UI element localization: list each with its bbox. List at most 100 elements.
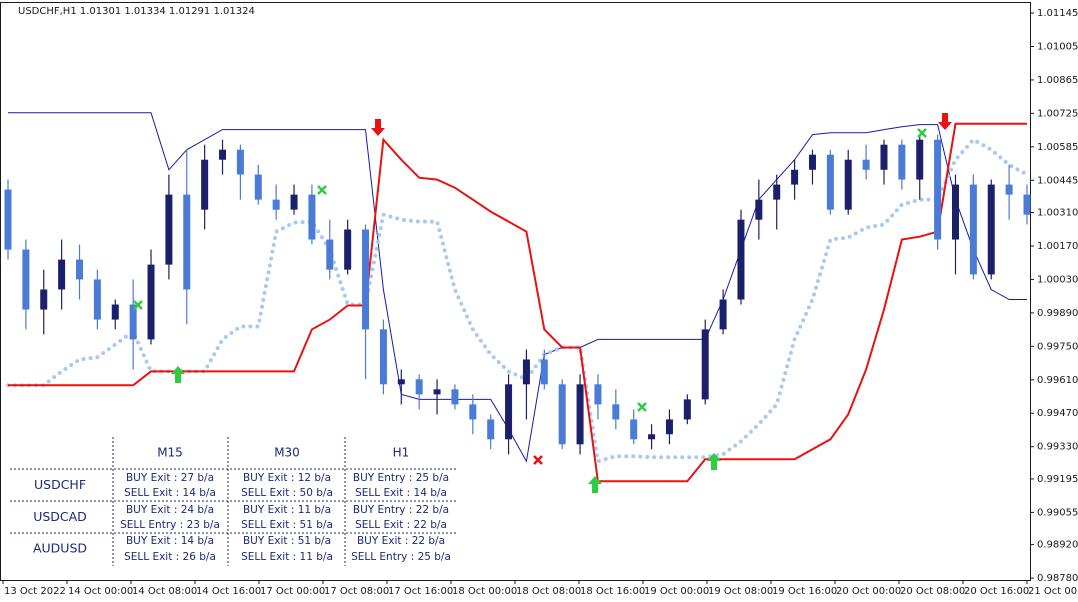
sell-arrow: [371, 119, 385, 136]
candle-body: [898, 144, 906, 180]
candle-body: [487, 419, 495, 440]
y-tick-label: 1.01145: [1037, 8, 1078, 19]
candle-body: [254, 174, 262, 200]
y-tick-label: 0.98920: [1037, 540, 1078, 551]
y-tick-label: 0.99750: [1037, 341, 1078, 352]
candle-body: [165, 194, 173, 265]
x-tick-label: 19 Oct 16:00: [772, 586, 837, 597]
candle-body: [969, 184, 977, 275]
candle-body: [791, 169, 799, 185]
table-cell: BUY Exit : 24 b/a: [126, 504, 214, 516]
candle-body: [4, 189, 12, 250]
table-cell: BUY Exit : 14 b/a: [126, 535, 214, 547]
exit-cross: [533, 455, 543, 465]
candle-body: [558, 384, 566, 445]
candle-body: [737, 219, 745, 300]
table-header: M30: [274, 446, 300, 460]
candle-body: [344, 229, 352, 270]
candle-body: [916, 139, 924, 180]
buy-arrow: [171, 366, 185, 383]
x-tick-label: 14 Oct 16:00: [196, 586, 261, 597]
candle-body: [451, 389, 459, 405]
x-tick-label: 17 Oct 08:00: [324, 586, 389, 597]
candle-body: [147, 264, 155, 340]
candle-body: [58, 259, 66, 290]
candle-body: [648, 434, 656, 440]
x-tick-label: 14 Oct 08:00: [132, 586, 197, 597]
candle-body: [951, 184, 959, 240]
candle-body: [290, 194, 298, 210]
table-cell: SELL Exit : 11 b/a: [241, 551, 333, 563]
y-tick-label: 1.00725: [1037, 108, 1078, 119]
candle-body: [808, 154, 816, 170]
table-symbol: USDCHF: [34, 477, 86, 492]
candle-body: [701, 329, 709, 400]
chart-title: USDCHF,H1 1.01301 1.01334 1.01291 1.0132…: [18, 6, 255, 17]
table-cell: SELL Exit : 51 b/a: [241, 519, 333, 531]
signal-icons: [133, 113, 952, 493]
plot-area: [4, 112, 1031, 483]
table-symbol: AUDUSD: [33, 541, 87, 556]
x-tick-label: 21 Oct 00:00: [1028, 586, 1078, 597]
exit-cross: [133, 300, 143, 310]
candle-body: [665, 419, 673, 435]
candle-body: [755, 199, 763, 220]
candle-body: [93, 279, 101, 320]
x-tick-label: 18 Oct 16:00: [580, 586, 645, 597]
candle-body: [111, 304, 119, 320]
y-tick-label: 1.00170: [1037, 241, 1078, 252]
table-cell: BUY Exit : 27 b/a: [126, 472, 214, 484]
candle-body: [397, 379, 405, 385]
candle-body: [505, 384, 513, 440]
x-tick-label: 19 Oct 08:00: [708, 586, 773, 597]
y-tick-label: 0.99610: [1037, 375, 1078, 386]
x-tick-label: 20 Oct 08:00: [900, 586, 965, 597]
candle-body: [522, 359, 530, 385]
table-cell: BUY Entry : 22 b/a: [353, 504, 449, 516]
table-cell: SELL Exit : 14 b/a: [355, 487, 447, 499]
x-tick-label: 20 Oct 00:00: [836, 586, 901, 597]
table-cell: SELL Entry : 25 b/a: [351, 551, 451, 563]
buy-arrow: [707, 453, 721, 470]
table-cell: SELL Entry : 23 b/a: [120, 519, 220, 531]
candle-body: [594, 384, 602, 405]
x-tick-label: 13 Oct 2022: [4, 586, 66, 597]
y-tick-label: 1.00445: [1037, 175, 1078, 186]
y-tick-label: 1.01005: [1037, 41, 1078, 52]
candle-body: [844, 159, 852, 210]
table-cell: SELL Exit : 50 b/a: [241, 487, 333, 499]
candle-body: [201, 159, 209, 210]
x-tick-label: 20 Oct 16:00: [964, 586, 1029, 597]
y-tick-label: 0.98780: [1037, 573, 1078, 584]
candle-body: [433, 389, 441, 395]
x-tick-label: 14 Oct 00:00: [68, 586, 133, 597]
candle-body: [1023, 194, 1031, 215]
table-cell: BUY Exit : 12 b/a: [243, 472, 331, 484]
candle-body: [469, 404, 477, 420]
candle-body: [987, 184, 995, 275]
candle-body: [862, 159, 870, 170]
sell-arrow: [938, 113, 952, 130]
candle-body: [630, 419, 638, 440]
indicator-line: [8, 112, 1027, 463]
candle-body: [1005, 184, 1013, 195]
table-cell: BUY Exit : 22 b/a: [357, 535, 445, 547]
candle-body: [612, 404, 620, 420]
candle-body: [308, 194, 316, 240]
y-tick-label: 0.99890: [1037, 308, 1078, 319]
candle-body: [719, 299, 727, 330]
x-tick-label: 18 Oct 00:00: [452, 586, 517, 597]
candle-body: [129, 304, 137, 340]
candle-body: [576, 384, 584, 445]
x-tick-label: 17 Oct 16:00: [388, 586, 453, 597]
x-tick-label: 17 Oct 00:00: [260, 586, 325, 597]
y-tick-label: 0.99195: [1037, 474, 1078, 485]
table-header: M15: [157, 446, 183, 460]
table-cell: SELL Exit : 14 b/a: [124, 487, 216, 499]
candle-body: [22, 249, 30, 310]
candle-body: [272, 199, 280, 210]
y-tick-label: 1.00865: [1037, 75, 1078, 86]
x-tick-label: 19 Oct 00:00: [644, 586, 709, 597]
signal-table: M15 M30 H1 USDCHF BUY Exit : 27 b/a SELL Exit…: [10, 437, 458, 566]
buy-arrow: [588, 476, 602, 493]
